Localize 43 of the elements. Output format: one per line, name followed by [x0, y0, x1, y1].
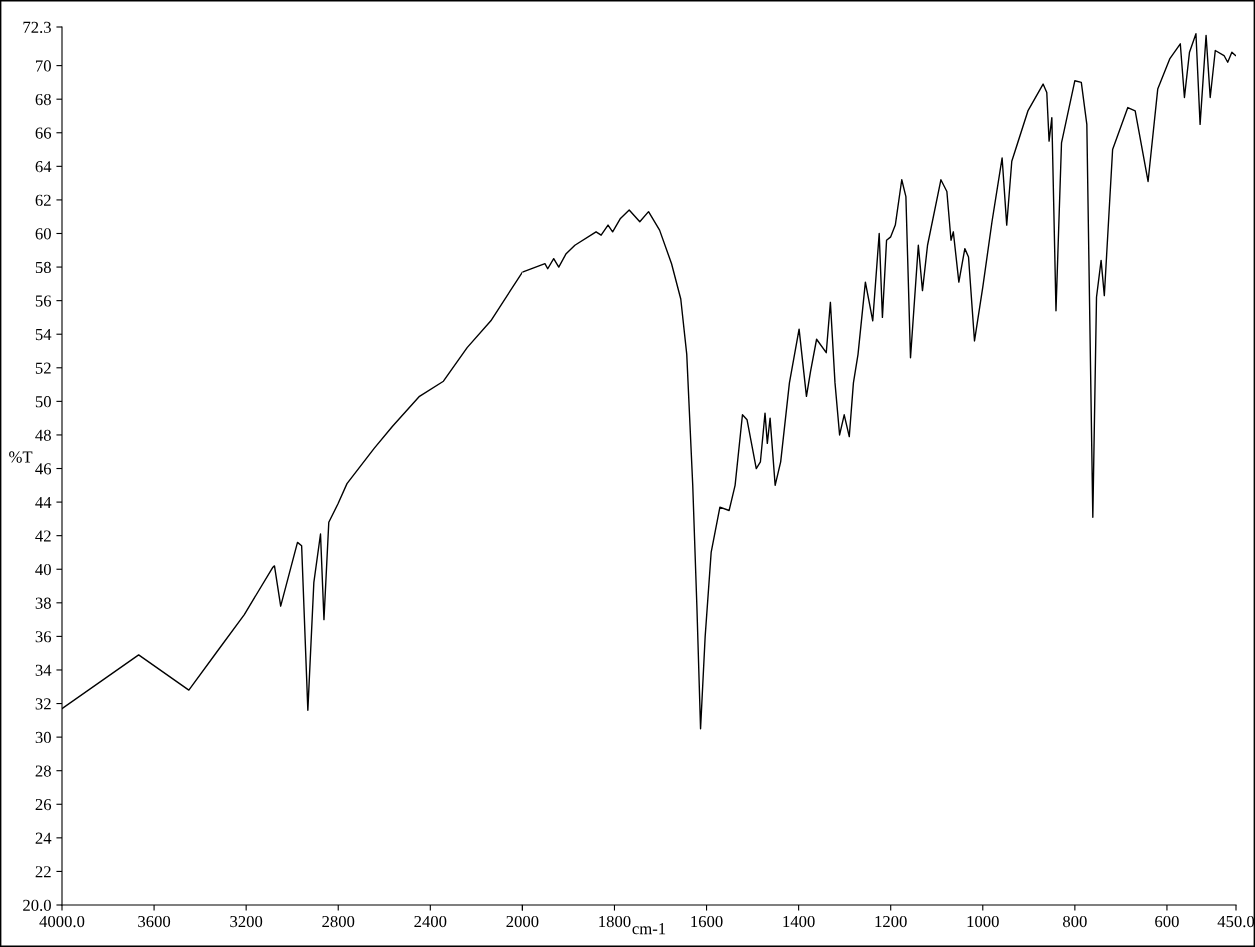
y-tick-label: 64	[35, 161, 52, 173]
x-tick-label: 1200	[875, 915, 907, 928]
x-tick-label: 1000	[967, 915, 999, 928]
x-axis-title: cm-1	[632, 923, 666, 935]
y-tick-label: 32	[35, 698, 51, 710]
x-tick-label: 3600	[138, 915, 171, 928]
x-tick-label: 3200	[230, 915, 263, 928]
y-tick-label: 46	[35, 463, 52, 475]
y-tick-label: 20.0	[23, 899, 51, 912]
y-tick-label: 52	[35, 362, 51, 374]
y-tick-label: 62	[35, 194, 51, 206]
x-tick-label: 800	[1063, 915, 1087, 928]
y-tick-label: 38	[35, 597, 51, 609]
y-tick-label: 68	[35, 93, 51, 106]
y-tick-label: 28	[35, 765, 51, 777]
y-tick-label: 66	[35, 127, 52, 139]
y-tick-label: 60	[35, 228, 51, 240]
x-tick-label: 450.0	[1217, 915, 1255, 928]
y-tick-label: 70	[36, 60, 51, 72]
y-tick-label: 58	[35, 261, 51, 274]
y-tick-label: 54	[35, 329, 52, 341]
y-tick-label: 72.3	[23, 21, 51, 34]
x-tick-label: 1400	[783, 915, 815, 928]
y-tick-label: 26	[35, 799, 52, 811]
y-tick-label: 44	[35, 496, 52, 508]
y-tick-label: 48	[35, 429, 51, 441]
y-tick-label: 36	[35, 631, 52, 643]
y-tick-label: 56	[35, 295, 52, 307]
y-tick-label: 22	[35, 866, 51, 878]
x-tick-label: 600	[1155, 915, 1179, 928]
x-tick-label: 4000.0	[39, 915, 85, 928]
y-tick-label: 30	[35, 731, 51, 744]
y-tick-label: 42	[35, 530, 51, 542]
y-tick-label: 40	[35, 563, 51, 576]
x-tick-label: 2400	[414, 915, 447, 928]
y-tick-label: 24	[35, 832, 52, 844]
x-tick-label: 2000	[506, 915, 539, 928]
x-tick-label: 1800	[599, 915, 631, 928]
y-tick-label: 50	[35, 396, 51, 408]
y-tick-label: 34	[35, 664, 52, 676]
x-tick-label: 2800	[322, 915, 355, 928]
x-tick-label: 1600	[691, 915, 723, 928]
y-axis-title: %T	[9, 451, 33, 463]
